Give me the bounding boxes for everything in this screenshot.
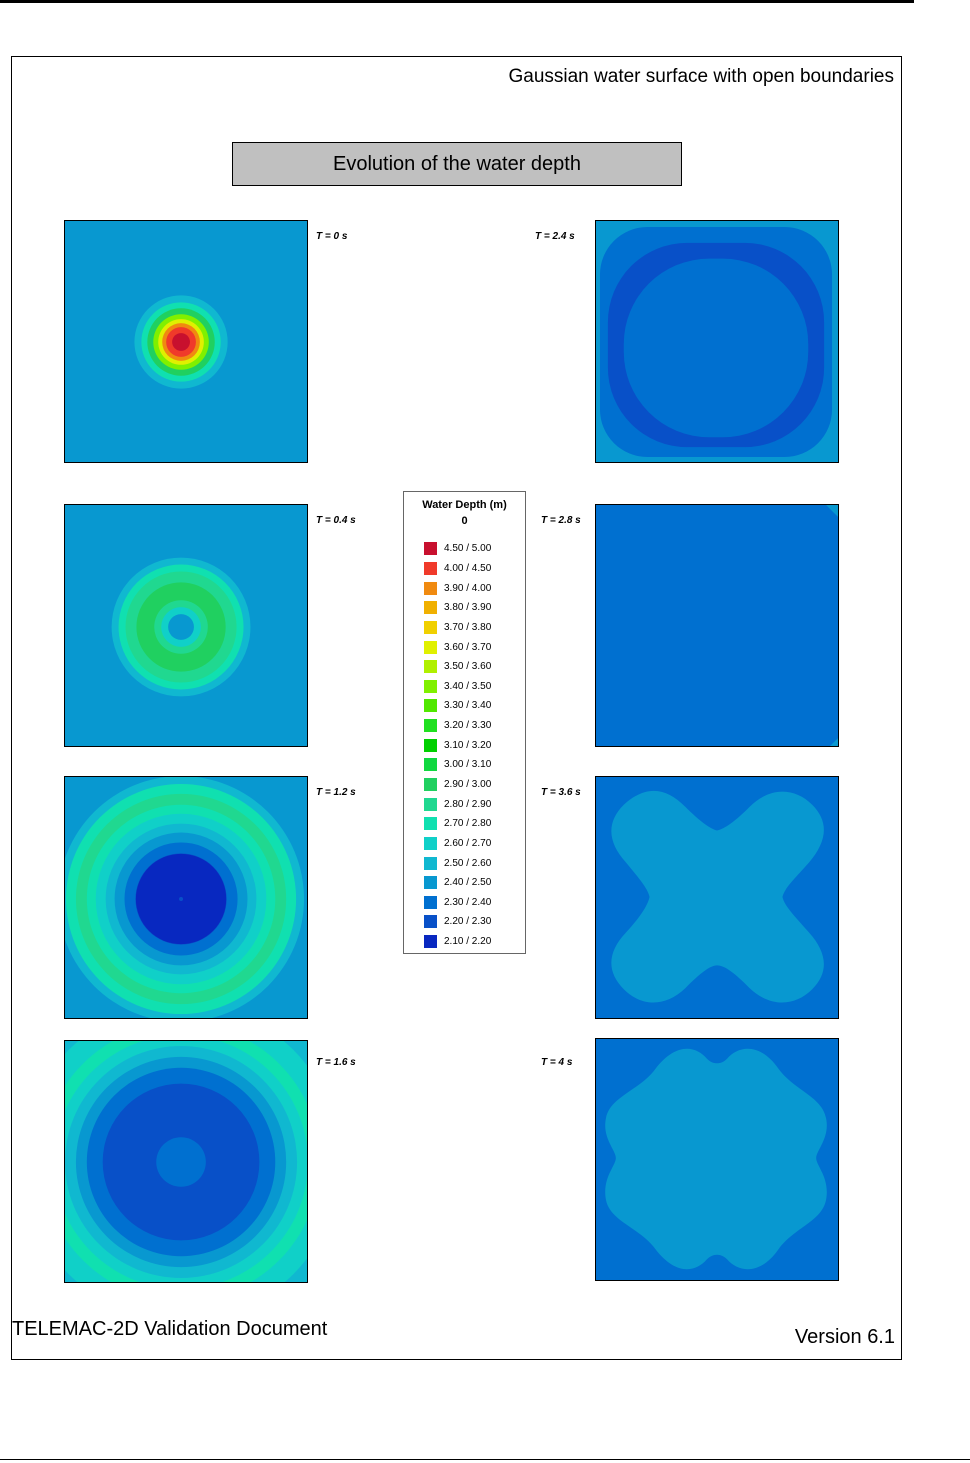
legend-range: 3.80 / 3.90	[444, 602, 492, 614]
legend-swatch	[424, 876, 437, 890]
depth-map-t1.6	[65, 1041, 307, 1282]
legend-subtitle: 0	[461, 515, 468, 527]
legend-item: 2.60 / 2.70	[424, 834, 491, 854]
snapshot-panel-t3.6	[595, 776, 839, 1019]
snapshot-panel-t0	[64, 220, 308, 463]
legend-swatch	[424, 797, 437, 811]
snapshot-panel-t0.4	[64, 504, 308, 747]
snapshot-panel-t2.4	[595, 220, 839, 463]
legend-swatch	[424, 561, 437, 575]
legend-range: 4.00 / 4.50	[444, 562, 492, 574]
legend-item: 3.10 / 3.20	[424, 735, 491, 755]
depth-map-t4	[596, 1039, 838, 1280]
legend-range: 3.40 / 3.50	[444, 680, 492, 692]
legend-swatch	[424, 660, 437, 674]
legend-range: 3.10 / 3.20	[444, 739, 492, 751]
legend-swatch	[424, 542, 437, 556]
legend-item: 2.50 / 2.60	[424, 853, 491, 873]
snapshot-panel-t4	[595, 1038, 839, 1281]
legend-swatch	[424, 817, 437, 831]
time-label: T = 0 s	[316, 231, 348, 242]
document-title: Gaussian water surface with open boundar…	[508, 66, 894, 87]
legend-item: 4.00 / 4.50	[424, 559, 491, 579]
depth-map-t0	[65, 221, 307, 462]
legend-range: 3.20 / 3.30	[444, 720, 492, 732]
legend-item: 3.50 / 3.60	[424, 657, 491, 677]
snapshot-panel-t1.6	[64, 1040, 308, 1283]
legend-range: 2.90 / 3.00	[444, 779, 492, 790]
legend-item: 2.90 / 3.00	[424, 775, 491, 795]
legend-range: 4.50 / 5.00	[444, 543, 492, 555]
legend-range: 3.50 / 3.60	[444, 661, 492, 673]
legend-swatch	[424, 640, 437, 654]
time-label: T = 2.4 s	[535, 231, 575, 242]
time-label: T = 1.6 s	[316, 1057, 356, 1068]
legend-swatch	[424, 915, 437, 929]
legend-item: 2.20 / 2.30	[424, 912, 491, 932]
footer-rule	[0, 1459, 970, 1460]
legend-item: 2.10 / 2.20	[424, 932, 491, 952]
time-label: T = 4 s	[541, 1057, 573, 1068]
legend-title: Water Depth (m)	[422, 499, 507, 511]
legend-swatch	[424, 758, 437, 772]
snapshot-panel-t1.2	[64, 776, 308, 1019]
legend-range: 2.60 / 2.70	[444, 837, 492, 849]
legend-swatch	[424, 895, 437, 909]
legend-range: 3.30 / 3.40	[444, 700, 492, 712]
legend-range: 3.60 / 3.70	[444, 641, 492, 653]
legend-item: 3.00 / 3.10	[424, 755, 491, 775]
depth-map-t3.6	[596, 777, 838, 1018]
header-rule	[0, 0, 914, 3]
legend-item: 3.30 / 3.40	[424, 696, 491, 716]
depth-map-t1.2	[65, 777, 307, 1018]
legend-item: 3.90 / 4.00	[424, 578, 491, 598]
figure-banner: Evolution of the water depth	[232, 142, 682, 186]
color-legend: Water Depth (m) 0 4.50 / 5.00 4.00 / 4.50…	[403, 491, 526, 954]
legend-item: 2.40 / 2.50	[424, 873, 491, 893]
depth-map-t2.8	[596, 505, 838, 746]
legend-range: 2.70 / 2.80	[444, 818, 492, 830]
legend-range: 2.80 / 2.90	[444, 798, 492, 810]
legend-range: 3.70 / 3.80	[444, 621, 492, 633]
legend-item: 2.70 / 2.80	[424, 814, 491, 834]
legend-swatch	[424, 699, 437, 713]
legend-swatch	[424, 679, 437, 693]
legend-swatch	[424, 935, 437, 949]
legend-range: 2.40 / 2.50	[444, 877, 492, 889]
legend-items: 4.50 / 5.00 4.00 / 4.50 3.90 / 4.00 3.80 / …	[424, 539, 491, 951]
time-label: T = 2.8 s	[541, 515, 581, 526]
legend-item: 3.60 / 3.70	[424, 637, 491, 657]
legend-swatch	[424, 738, 437, 752]
figure-frame	[11, 56, 902, 1360]
legend-item: 3.20 / 3.30	[424, 716, 491, 736]
legend-item: 4.50 / 5.00	[424, 539, 491, 559]
legend-swatch	[424, 778, 437, 791]
legend-item: 3.70 / 3.80	[424, 618, 491, 638]
legend-range: 2.30 / 2.40	[444, 896, 492, 908]
legend-range: 2.10 / 2.20	[444, 936, 492, 948]
depth-map-t0.4	[65, 505, 307, 746]
legend-item: 3.40 / 3.50	[424, 676, 491, 696]
legend-item: 2.30 / 2.40	[424, 893, 491, 913]
footer-document-name: TELEMAC-2D Validation Document	[12, 1318, 328, 1340]
legend-range: 2.50 / 2.60	[444, 857, 492, 869]
time-label: T = 0.4 s	[316, 515, 356, 526]
legend-swatch	[424, 719, 437, 733]
snapshot-panel-t2.8	[595, 504, 839, 747]
legend-swatch	[424, 581, 437, 595]
legend-swatch	[424, 836, 437, 850]
legend-range: 2.20 / 2.30	[444, 916, 492, 928]
footer-version: Version 6.1	[794, 1326, 895, 1348]
legend-item: 3.80 / 3.90	[424, 598, 491, 618]
time-label: T = 3.6 s	[541, 787, 581, 798]
time-label: T = 1.2 s	[316, 787, 356, 798]
legend-swatch	[424, 620, 437, 634]
legend-range: 3.00 / 3.10	[444, 759, 492, 771]
depth-map-t2.4	[596, 221, 838, 462]
legend-swatch	[424, 856, 437, 870]
legend-range: 3.90 / 4.00	[444, 582, 492, 594]
legend-item: 2.80 / 2.90	[424, 794, 491, 814]
legend-swatch	[424, 601, 437, 615]
